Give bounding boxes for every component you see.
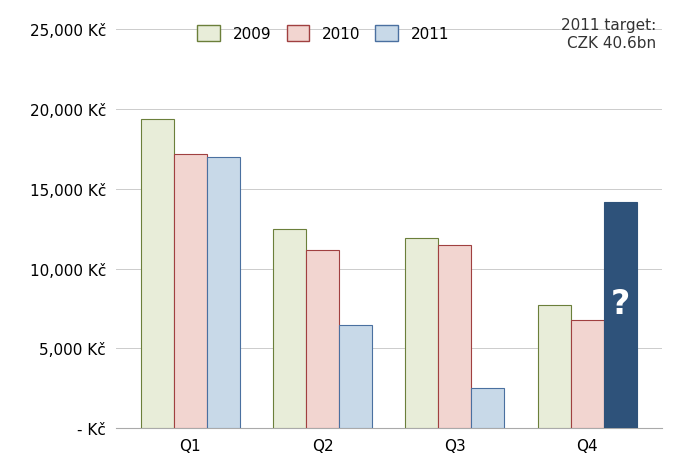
Bar	[537, 306, 571, 428]
Text: ?: ?	[610, 288, 630, 320]
Bar	[339, 325, 372, 428]
Bar	[306, 250, 339, 428]
Bar	[439, 245, 471, 428]
Bar	[604, 202, 637, 428]
Legend: 2009, 2010, 2011: 2009, 2010, 2011	[198, 26, 449, 42]
Bar	[273, 229, 306, 428]
Bar	[174, 154, 207, 428]
Bar	[140, 119, 174, 428]
Bar	[207, 158, 240, 428]
Bar	[571, 320, 604, 428]
Bar	[405, 239, 439, 428]
Text: 2011 target:
CZK 40.6bn: 2011 target: CZK 40.6bn	[561, 19, 656, 51]
Bar	[471, 388, 505, 428]
